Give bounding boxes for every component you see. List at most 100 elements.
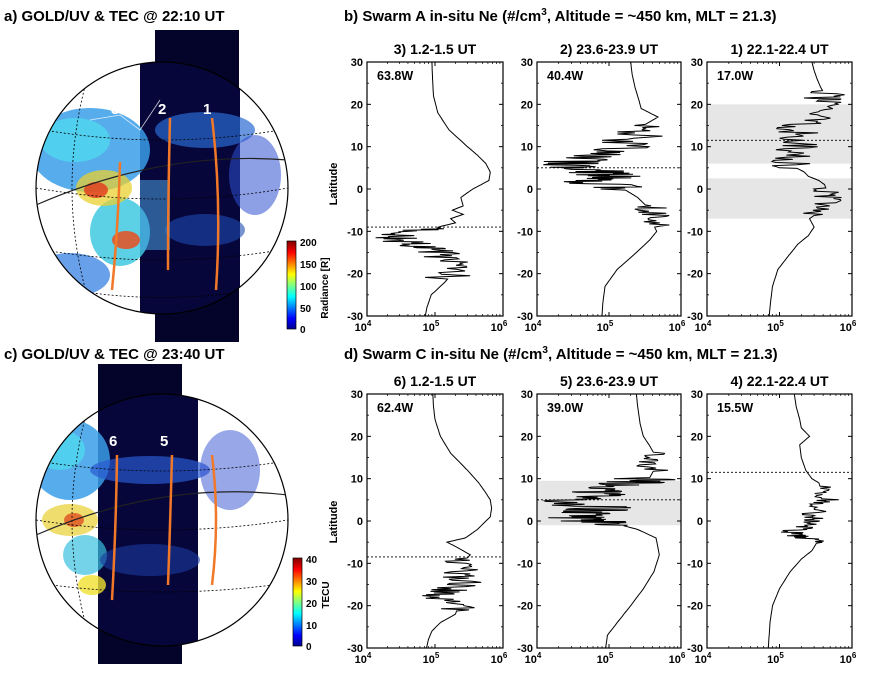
colorbar-c-tick: 10 xyxy=(306,621,318,632)
ytick-label: -20 xyxy=(517,269,533,281)
title-d: d) Swarm C in-situ Ne (#/cm3, Altitude =… xyxy=(344,345,778,363)
xtick-label: 105 xyxy=(423,651,440,666)
ytick-label: 10 xyxy=(351,474,363,486)
track-label-5: 5 xyxy=(160,433,168,450)
panel-title: 1) 22.1-22.4 UT xyxy=(730,41,828,57)
map-a: 3 2 1 200 150 100 50 0 Radiance [R] xyxy=(35,30,331,342)
ne-panel-4: -30 -20 -10 0 10 20 30 104 105 106 6) 1.2-1.5 UT 62… xyxy=(347,373,508,666)
ytick-label: 0 xyxy=(697,516,703,528)
track-1 xyxy=(210,117,220,291)
track-5 xyxy=(166,454,174,586)
ytick-label: 20 xyxy=(351,99,363,111)
ytick-label: -10 xyxy=(517,226,533,238)
panel-title: 3) 1.2-1.5 UT xyxy=(394,41,477,57)
xtick-label: 104 xyxy=(525,651,542,666)
colorbar-a-tick: 0 xyxy=(300,325,306,336)
panel-frame xyxy=(706,393,853,649)
ytick-label: -30 xyxy=(517,311,533,323)
colorbar-a-tick: 100 xyxy=(300,282,317,293)
ytick-label: -10 xyxy=(347,558,363,570)
ytick-label: 30 xyxy=(521,389,533,401)
ne-profile xyxy=(422,394,493,649)
colorbar-c-tick: 20 xyxy=(306,599,318,610)
ytick-label: -10 xyxy=(517,558,533,570)
xtick-label: 106 xyxy=(840,651,857,666)
ytick-label: 30 xyxy=(691,389,703,401)
ylabel-bottom: Latitude xyxy=(328,501,340,544)
panel-title: 4) 22.1-22.4 UT xyxy=(730,373,828,389)
xtick-label: 104 xyxy=(355,651,372,666)
colorbar-c-tick: 40 xyxy=(306,555,318,566)
ytick-label: 0 xyxy=(697,184,703,196)
track-label-2: 2 xyxy=(158,101,166,118)
ytick-label: -30 xyxy=(347,643,363,655)
ytick-label: 0 xyxy=(357,184,363,196)
ytick-label: 20 xyxy=(521,431,533,443)
colorbar-c-tick: 30 xyxy=(306,577,318,588)
shade-region xyxy=(707,178,852,219)
ne-profile xyxy=(767,393,839,649)
lon-label: 62.4W xyxy=(377,401,413,415)
panel-title: 5) 23.6-23.9 UT xyxy=(560,373,658,389)
colorbar-c xyxy=(292,557,303,647)
xtick-label: 105 xyxy=(767,651,784,666)
ytick-label: 10 xyxy=(691,142,703,154)
ne-profile xyxy=(542,393,676,649)
colorbar-a-label: Radiance [R] xyxy=(320,257,331,318)
ne-profile xyxy=(543,61,670,317)
ytick-label: 30 xyxy=(351,389,363,401)
track-label-1: 1 xyxy=(203,101,211,118)
ne-panel-1: -30 -20 -10 0 10 20 30 104 105 106 3) 1.2-1.5 UT 63… xyxy=(347,41,508,334)
ytick-label: 0 xyxy=(527,184,533,196)
ytick-label: 20 xyxy=(351,431,363,443)
xtick-label: 105 xyxy=(767,319,784,334)
ytick-label: -10 xyxy=(687,226,703,238)
ytick-label: 30 xyxy=(691,57,703,69)
xtick-label: 105 xyxy=(597,319,614,334)
lon-label: 40.4W xyxy=(547,69,583,83)
track-3 xyxy=(110,161,122,291)
track-label-6: 6 xyxy=(109,433,117,450)
title-b: b) Swarm A in-situ Ne (#/cm3, Altitude =… xyxy=(344,7,777,25)
xtick-label: 106 xyxy=(491,319,508,334)
colorbar-c-tick: 0 xyxy=(306,642,312,653)
ytick-label: -20 xyxy=(347,601,363,613)
title-a: a) GOLD/UV & TEC @ 22:10 UT xyxy=(4,8,225,25)
xtick-label: 104 xyxy=(525,319,542,334)
ytick-label: -10 xyxy=(347,226,363,238)
xtick-label: 105 xyxy=(423,319,440,334)
colorbar-c-label: TECU xyxy=(321,581,332,608)
ytick-label: 20 xyxy=(691,99,703,111)
xtick-label: 104 xyxy=(695,651,712,666)
track-6 xyxy=(110,454,119,601)
ytick-label: -30 xyxy=(517,643,533,655)
track-4 xyxy=(210,454,218,586)
panel-title: 6) 1.2-1.5 UT xyxy=(394,373,477,389)
ytick-label: 10 xyxy=(351,142,363,154)
panel-title: 2) 23.6-23.9 UT xyxy=(560,41,658,57)
ytick-label: 10 xyxy=(691,474,703,486)
colorbar-a xyxy=(286,240,297,330)
ytick-label: 0 xyxy=(527,516,533,528)
xtick-label: 106 xyxy=(491,651,508,666)
ytick-label: -10 xyxy=(687,558,703,570)
panel-frame xyxy=(366,393,504,649)
ne-panel-6: -30 -20 -10 0 10 20 30 104 105 106 4) 22.1-22.4 UT… xyxy=(687,373,857,666)
xtick-label: 104 xyxy=(355,319,372,334)
ne-profile xyxy=(768,61,845,317)
ytick-label: -20 xyxy=(517,601,533,613)
map-c: 6 5 40 30 20 10 0 TECU xyxy=(35,364,332,664)
ytick-label: 10 xyxy=(521,474,533,486)
colorbar-a-tick: 200 xyxy=(300,238,317,249)
ytick-label: -20 xyxy=(347,269,363,281)
ytick-label: -20 xyxy=(687,601,703,613)
ytick-label: 20 xyxy=(521,99,533,111)
title-c: c) GOLD/UV & TEC @ 23:40 UT xyxy=(4,346,225,363)
xtick-label: 105 xyxy=(597,651,614,666)
lon-label: 15.5W xyxy=(717,401,753,415)
ytick-label: 10 xyxy=(521,142,533,154)
lon-label: 17.0W xyxy=(717,69,753,83)
track-label-3: 3 xyxy=(111,101,119,118)
colorbar-a-tick: 150 xyxy=(300,260,317,271)
